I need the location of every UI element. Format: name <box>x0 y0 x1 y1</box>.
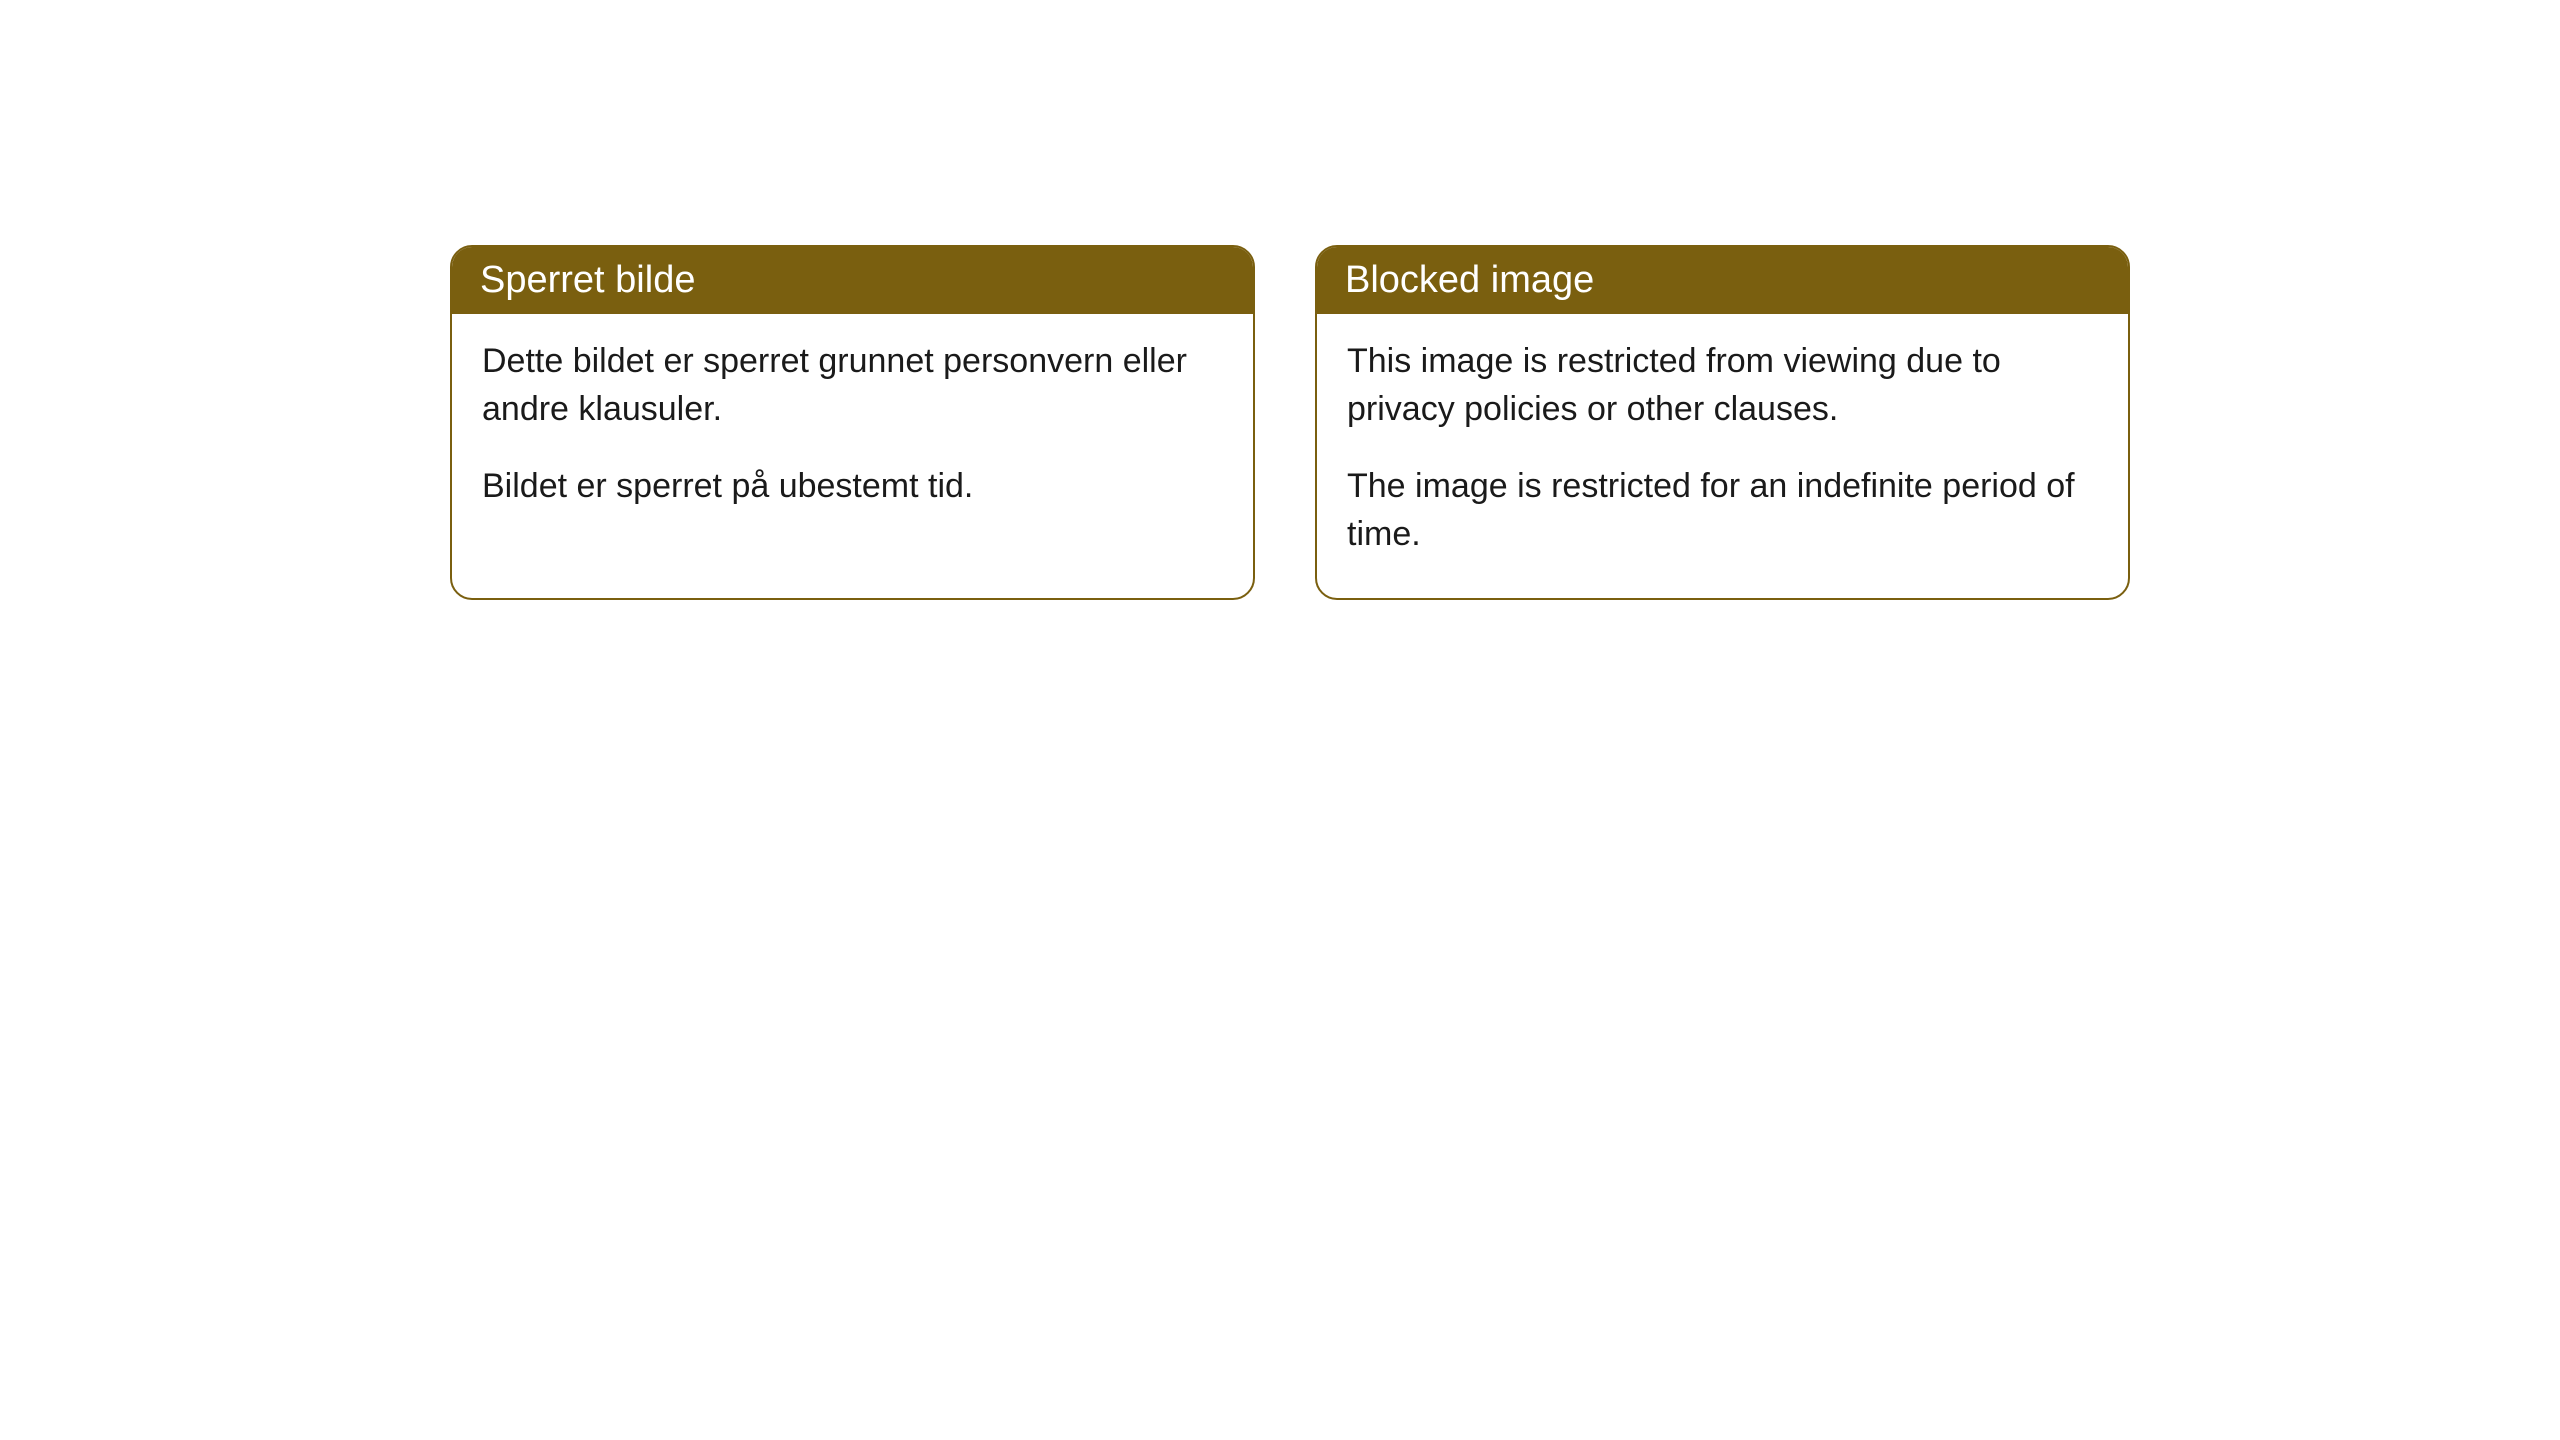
card-paragraph-2-english: The image is restricted for an indefinit… <box>1347 463 2098 558</box>
card-header-norwegian: Sperret bilde <box>452 247 1253 314</box>
blocked-image-card-norwegian: Sperret bilde Dette bildet er sperret gr… <box>450 245 1255 600</box>
card-body-norwegian: Dette bildet er sperret grunnet personve… <box>452 314 1253 551</box>
cards-container: Sperret bilde Dette bildet er sperret gr… <box>0 0 2560 600</box>
card-body-english: This image is restricted from viewing du… <box>1317 314 2128 598</box>
blocked-image-card-english: Blocked image This image is restricted f… <box>1315 245 2130 600</box>
card-paragraph-2-norwegian: Bildet er sperret på ubestemt tid. <box>482 463 1223 511</box>
card-paragraph-1-english: This image is restricted from viewing du… <box>1347 338 2098 433</box>
card-paragraph-1-norwegian: Dette bildet er sperret grunnet personve… <box>482 338 1223 433</box>
card-header-english: Blocked image <box>1317 247 2128 314</box>
